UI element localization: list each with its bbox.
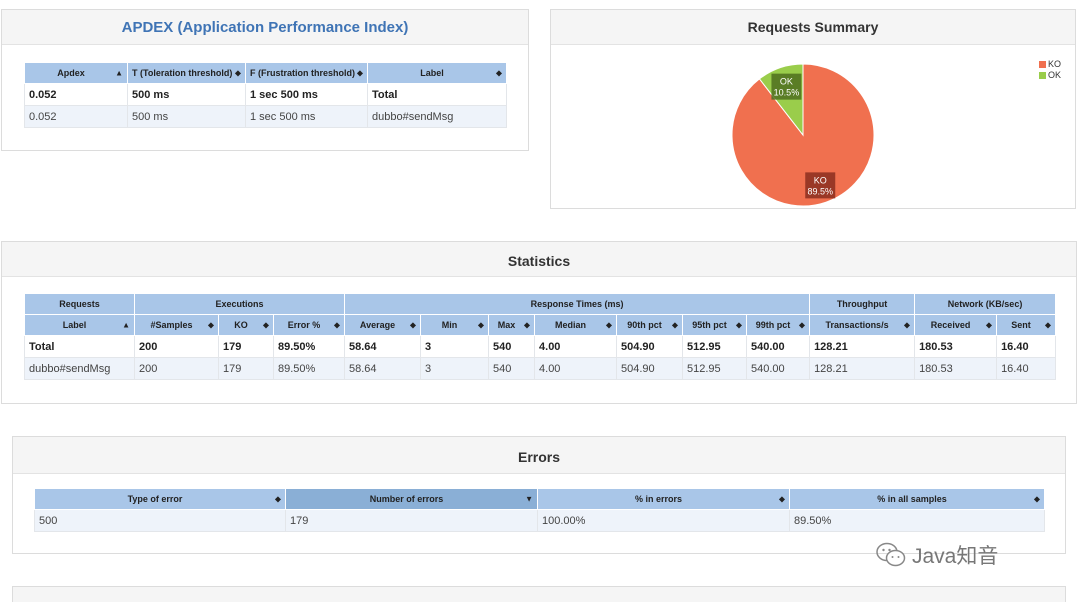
group-network: Network (KB/sec) — [914, 293, 1057, 315]
sort-icon: ◆ — [356, 68, 363, 78]
data-label-name: KO — [814, 175, 827, 185]
sort-icon: ◆ — [671, 320, 679, 330]
sort-desc-icon: ▼ — [525, 494, 533, 504]
apdex-col-apdex[interactable]: Apdex ▲ — [24, 62, 128, 84]
errors-col-number[interactable]: Number of errors ▼ — [285, 488, 538, 510]
stats-col-13[interactable]: Sent ◆ — [996, 314, 1057, 336]
errors-table: Type of error ◆ Number of errors ▼ % in er… — [34, 488, 1045, 532]
group-executions: Executions — [133, 293, 346, 315]
stats-col-0[interactable]: Label ▲ — [24, 314, 135, 336]
data-label-name: OK — [780, 77, 793, 87]
sort-asc-icon: ▲ — [115, 68, 123, 78]
table-row: 500 179 100.00% 89.50% — [34, 509, 1045, 532]
group-throughput: Throughput — [809, 293, 916, 315]
wechat-icon — [876, 542, 906, 567]
legend-swatch — [1039, 61, 1046, 68]
sort-icon: ◆ — [778, 494, 785, 504]
stats-col-10[interactable]: 99th pct ◆ — [746, 314, 811, 336]
group-response-times: Response Times (ms) — [344, 293, 811, 315]
table-row: 0.052 500 ms 1 sec 500 ms dubbo#sendMsg — [24, 105, 507, 128]
stats-col-4[interactable]: Average ◆ — [344, 314, 422, 336]
legend-item-ok[interactable]: OK — [1039, 70, 1061, 81]
legend-swatch — [1039, 72, 1046, 79]
table-row: dubbo#sendMsg 200 179 89.50% 58.64 3 540 4.00 50… — [24, 357, 1057, 380]
next-panel — [12, 586, 1066, 602]
chart-legend: KO OK — [1039, 59, 1061, 81]
stats-col-8[interactable]: 90th pct ◆ — [616, 314, 684, 336]
summary-title: Requests Summary — [747, 19, 879, 35]
sort-icon: ◆ — [735, 320, 743, 330]
group-requests: Requests — [24, 293, 135, 315]
sort-icon: ◆ — [207, 320, 214, 330]
stats-col-3[interactable]: Error % ◆ — [272, 314, 346, 336]
sort-icon: ◆ — [798, 320, 806, 330]
table-row: 0.052 500 ms 1 sec 500 ms Total — [24, 83, 507, 106]
watermark-text: Java知音 — [912, 545, 999, 568]
sort-icon: ◆ — [409, 320, 417, 330]
apdex-table: Apdex ▲ T (Toleration threshold) ◆ F (Frus… — [24, 62, 507, 128]
data-label-bg — [771, 73, 802, 100]
apdex-col-toleration[interactable]: T (Toleration threshold) ◆ — [127, 62, 246, 84]
sort-icon: ◆ — [523, 320, 531, 330]
errors-col-pct-samples[interactable]: % in all samples ◆ — [789, 488, 1045, 510]
stats-col-5[interactable]: Min ◆ — [420, 314, 490, 336]
watermark: Java知音 — [876, 536, 1046, 574]
errors-header: Errors — [13, 437, 1065, 474]
sort-icon: ◆ — [477, 320, 485, 330]
sort-icon: ◆ — [1044, 320, 1052, 330]
data-label-value: 10.5% — [774, 88, 800, 98]
statistics-table: Requests Executions Response Times (ms) … — [24, 293, 1057, 380]
errors-col-type[interactable]: Type of error ◆ — [34, 488, 286, 510]
sort-icon: ◆ — [1033, 494, 1040, 504]
apdex-title: APDEX (Application Performance Index) — [121, 19, 409, 36]
stats-col-1[interactable]: #Samples ◆ — [134, 314, 219, 336]
errors-col-pct-errors[interactable]: % in errors ◆ — [537, 488, 790, 510]
sort-icon: ◆ — [234, 68, 241, 78]
sort-asc-icon: ▲ — [122, 320, 130, 330]
summary-header: Requests Summary — [551, 10, 1075, 45]
statistics-title: Statistics — [507, 253, 571, 269]
errors-title: Errors — [517, 449, 561, 465]
sort-icon: ◆ — [903, 320, 911, 330]
legend-item-ko[interactable]: KO — [1039, 59, 1061, 70]
apdex-header: APDEX (Application Performance Index) — [2, 10, 528, 45]
stats-col-11[interactable]: Transactions/s ◆ — [809, 314, 916, 336]
apdex-col-label[interactable]: Label ◆ — [367, 62, 507, 84]
stats-col-12[interactable]: Received ◆ — [914, 314, 998, 336]
stats-col-6[interactable]: Max ◆ — [488, 314, 536, 336]
sort-icon: ◆ — [262, 320, 269, 330]
table-row: Total 200 179 89.50% 58.64 3 540 4.00 504.90 512.… — [24, 335, 1057, 358]
stats-col-7[interactable]: Median ◆ — [534, 314, 618, 336]
stats-col-9[interactable]: 95th pct ◆ — [682, 314, 748, 336]
data-label-bg — [805, 172, 836, 199]
data-label-value: 89.5% — [807, 186, 833, 196]
requests-summary-panel: Requests Summary KO 89.5% OK 10.5% KO OK — [550, 9, 1076, 209]
statistics-header: Statistics — [2, 242, 1076, 277]
sort-icon: ◆ — [274, 494, 281, 504]
sort-icon: ◆ — [333, 320, 341, 330]
stats-col-2[interactable]: KO ◆ — [218, 314, 274, 336]
sort-icon: ◆ — [605, 320, 613, 330]
apdex-col-frustration[interactable]: F (Frustration threshold) ◆ — [245, 62, 368, 84]
sort-icon: ◆ — [495, 68, 502, 78]
sort-icon: ◆ — [985, 320, 993, 330]
